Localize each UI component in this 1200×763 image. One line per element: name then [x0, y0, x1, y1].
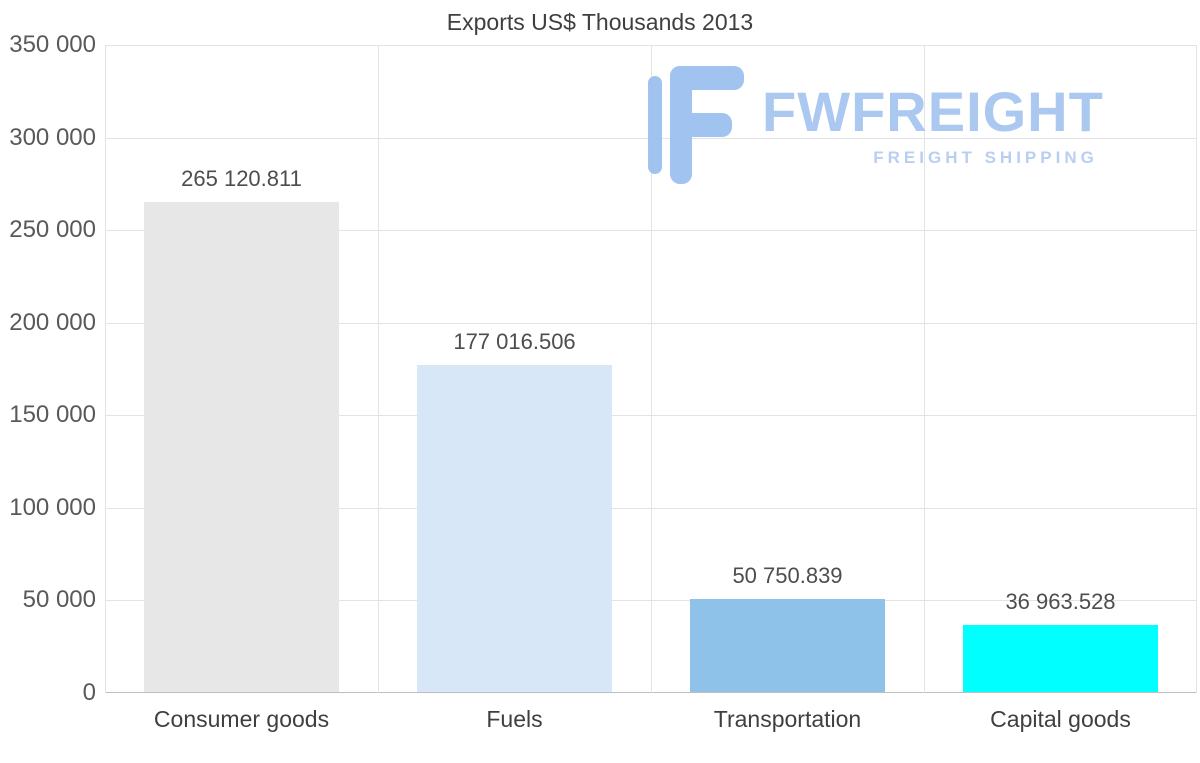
x-axis-label: Consumer goods [153, 706, 330, 732]
x-axis-label: Fuels [486, 706, 543, 732]
y-tick-label: 150 000 [9, 401, 96, 429]
bar-transportation [690, 599, 885, 692]
x-axis-label: Capital goods [990, 706, 1131, 732]
v-gridline [651, 45, 652, 693]
v-gridline [105, 45, 106, 693]
bar-value-label: 265 120.811 [181, 166, 302, 192]
chart-title: Exports US$ Thousands 2013 [446, 9, 754, 35]
plot-area: 265 120.811 177 016.506 50 750.839 36 963.5… [105, 45, 1197, 693]
y-tick-label: 100 000 [9, 493, 96, 521]
y-tick-label: 250 000 [9, 216, 96, 244]
bar-consumer-goods [144, 202, 339, 692]
bar-capital-goods [963, 624, 1158, 692]
v-gridline [378, 45, 379, 693]
bar-value-label: 177 016.506 [453, 329, 576, 355]
y-tick-label: 200 000 [9, 308, 96, 336]
y-tick-label: 350 000 [9, 31, 96, 58]
y-tick-label: 0 [82, 679, 96, 706]
bar-value-label: 36 963.528 [1005, 588, 1116, 614]
x-axis-label: Transportation [713, 706, 862, 732]
bar-fuels [417, 365, 612, 692]
y-tick-label: 300 000 [9, 123, 96, 151]
y-tick-label: 50 000 [22, 586, 96, 614]
v-gridline [1196, 45, 1197, 693]
bar-value-label: 50 750.839 [732, 563, 843, 589]
v-gridline [924, 45, 925, 693]
